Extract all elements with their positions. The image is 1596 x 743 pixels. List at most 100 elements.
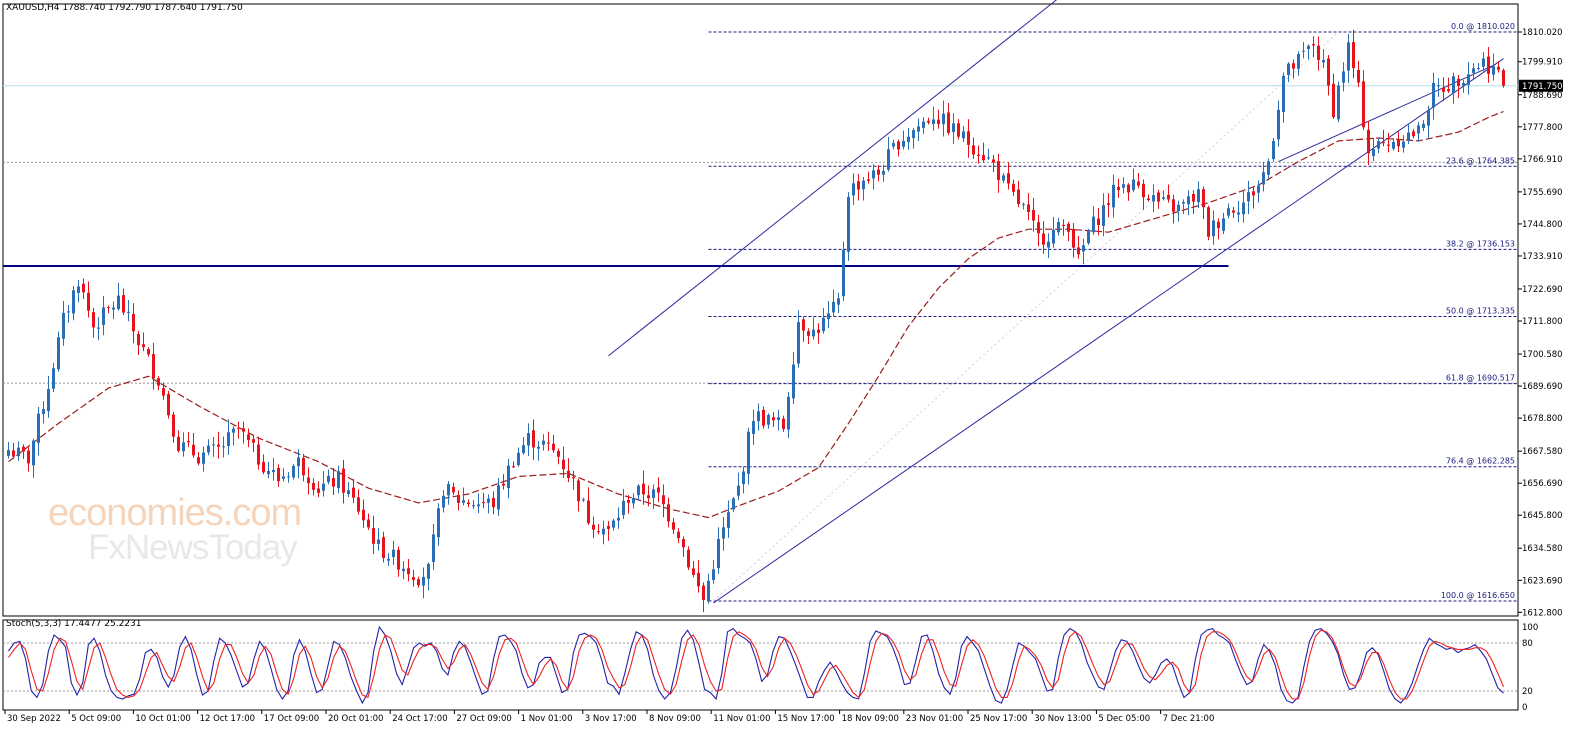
y-tick-label: 1777.800 [1522,123,1563,133]
candle-body [827,313,830,320]
candle-body [1102,205,1105,226]
candle-body [207,445,210,453]
candle-body [937,119,940,125]
candle-body [1227,208,1230,216]
candle-body [502,483,505,486]
candle-body [1002,175,1005,181]
candle-body [1112,184,1115,208]
candle-body [882,170,885,175]
candle-body [167,393,170,416]
x-tick-label: 24 Oct 17:00 [392,714,447,724]
candle-body [482,502,485,504]
x-tick-label: 5 Oct 09:00 [71,714,121,724]
candle-body [612,520,615,528]
watermark-fxnewstoday: FxNewsToday [88,528,298,567]
candle-body [962,131,965,139]
y-tick-label: 1612.800 [1522,608,1563,618]
y-tick-label: 1678.800 [1522,414,1563,424]
candle-body [1027,204,1030,212]
candle-body [677,531,680,539]
candle-body [557,450,560,457]
candle-body [862,180,865,190]
x-tick-label: 20 Oct 01:00 [328,714,383,724]
candle-body [647,495,650,499]
candle-body [227,432,230,446]
candle-body [932,119,935,125]
main-chart-title: XAUUSD,H4 1788.740 1792.790 1787.640 179… [6,3,243,13]
x-tick-label: 10 Oct 01:00 [135,714,190,724]
candle-body [727,512,730,528]
candle-body [517,452,520,466]
candle-body [922,121,925,128]
candle-body [692,568,695,575]
candle-body [432,534,435,562]
candle-body [1197,189,1200,203]
candle-body [712,569,715,580]
candle-body [1052,229,1055,244]
candle-body [1242,202,1245,215]
candle-body [597,531,600,533]
candle-body [877,169,880,175]
x-tick-label: 23 Nov 01:00 [906,714,963,724]
channel-lower-line [713,58,1504,604]
candle-body [837,298,840,305]
candle-body [752,421,755,434]
candle-body [267,470,270,475]
candle-body [957,123,960,137]
candle-body [1482,58,1485,67]
candle-body [302,457,305,476]
y-tick-label: 1623.690 [1522,576,1563,586]
candle-body [622,501,625,515]
candle-body [742,471,745,485]
candle-body [1247,192,1250,202]
candle-body [797,322,800,364]
candle-body [237,427,240,429]
candle-body [1222,218,1225,231]
candle-body [487,498,490,503]
x-tick-label: 11 Nov 01:00 [713,714,770,724]
candle-body [1012,183,1015,192]
candle-body [377,539,380,545]
candle-body [972,145,975,155]
candle-body [1302,50,1305,52]
candle-body [682,539,685,548]
candle-body [1292,63,1295,69]
candle-body [427,563,430,579]
candle-body [852,183,855,196]
candle-body [632,497,635,504]
candle-body [1072,228,1075,248]
x-tick-label: 30 Sep 2022 [7,714,61,724]
candle-body [977,154,980,156]
y-tick-label: 1667.580 [1522,447,1563,457]
stoch-y-label: 80 [1522,639,1533,649]
candle-body [322,483,325,491]
candle-body [512,466,515,468]
candle-body [37,413,40,443]
candle-body [17,447,20,457]
candle-body [902,140,905,147]
candle-body [287,476,290,478]
candle-body [892,143,895,147]
candle-body [832,301,835,313]
current-price-tag [1519,79,1563,92]
candle-body [687,549,690,568]
candle-body [197,457,200,464]
x-tick-label: 1 Nov 01:00 [521,714,573,724]
candle-body [72,290,75,314]
candle-body [1147,198,1150,201]
x-tick-label: 5 Dec 05:00 [1098,714,1150,724]
x-tick-label: 30 Nov 13:00 [1034,714,1091,724]
candle-body [1137,181,1140,186]
candle-body [1122,184,1125,188]
stochastic-plot-frame [2,619,1519,711]
candle-body [42,409,45,415]
candle-body [547,442,550,444]
candle-body [457,494,460,504]
candle-body [182,442,185,452]
y-tick-label: 1733.910 [1522,252,1563,262]
candle-body [292,465,295,478]
candle-body [1337,85,1340,120]
y-tick-label: 1656.690 [1522,479,1563,489]
candle-body [927,120,930,123]
